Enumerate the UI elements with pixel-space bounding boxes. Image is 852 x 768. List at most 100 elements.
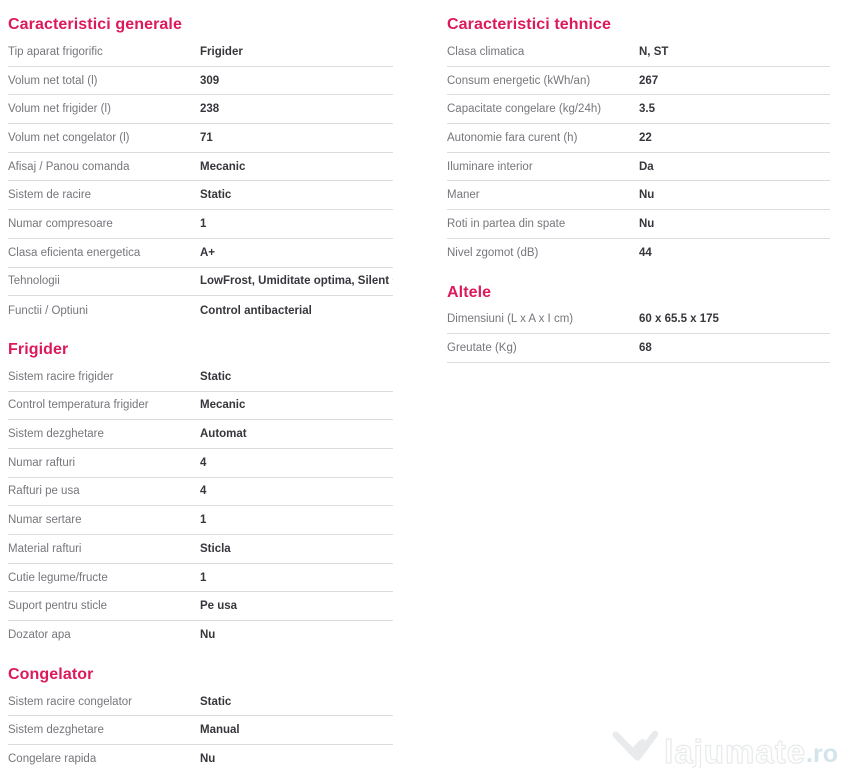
specs-column-left: Caracteristici generale Tip aparat frigo… bbox=[8, 8, 393, 768]
spec-label: Suport pentru sticle bbox=[8, 600, 108, 613]
spec-value: 1 bbox=[200, 571, 207, 584]
spec-value: Manual bbox=[200, 724, 240, 737]
spec-label: Sistem dezghetare bbox=[8, 428, 104, 441]
spec-label: Greutate (Kg) bbox=[447, 342, 517, 355]
spec-row: Afisaj / Panou comanda Mecanic bbox=[8, 153, 393, 182]
spec-row: Suport pentru sticle Pe usa bbox=[8, 592, 393, 622]
spec-row: Numar compresoare 1 bbox=[8, 210, 393, 239]
spec-label: Tehnologii bbox=[8, 275, 60, 288]
spec-row: Tip aparat frigorific Frigider bbox=[8, 38, 393, 67]
spec-label: Capacitate congelare (kg/24h) bbox=[447, 103, 602, 116]
spec-value: Nu bbox=[200, 629, 216, 642]
spec-label: Clasa eficienta energetica bbox=[8, 246, 141, 259]
spec-value: Control antibacterial bbox=[200, 304, 312, 317]
spec-label: Sistem dezghetare bbox=[8, 724, 104, 737]
section-title: Frigider bbox=[8, 340, 69, 358]
spec-label: Sistem de racire bbox=[8, 189, 92, 202]
spec-row: Numar sertare 1 bbox=[8, 506, 393, 535]
spec-section: Altele Dimensiuni (L x A x I cm) 60 x 65… bbox=[447, 283, 830, 363]
spec-row: Material rafturi Sticla bbox=[8, 535, 393, 564]
spec-value: Mecanic bbox=[200, 160, 246, 173]
spec-label: Numar rafturi bbox=[8, 456, 76, 469]
spec-value: 1 bbox=[200, 514, 207, 527]
spec-value: 68 bbox=[639, 342, 652, 355]
specs-column-right: Caracteristici tehnice Clasa climatica N… bbox=[447, 8, 830, 768]
spec-section: Congelator Sistem racire congelator Stat… bbox=[8, 665, 393, 768]
spec-row: Tehnologii LowFrost, Umiditate optima, S… bbox=[8, 268, 393, 297]
section-title: Altele bbox=[447, 283, 492, 301]
spec-label: Maner bbox=[447, 189, 480, 202]
spec-row: Volum net frigider (l) 238 bbox=[8, 95, 393, 125]
spec-value: Nu bbox=[200, 752, 216, 765]
spec-row: Volum net congelator (l) 71 bbox=[8, 124, 393, 153]
spec-label: Volum net congelator (l) bbox=[8, 131, 130, 144]
spec-row: Control temperatura frigider Mecanic bbox=[8, 392, 393, 421]
spec-value: 4 bbox=[200, 485, 207, 498]
spec-row: Capacitate congelare (kg/24h) 3.5 bbox=[447, 95, 830, 125]
section-title: Congelator bbox=[8, 665, 94, 683]
section-rows: Sistem racire frigider Static Control te… bbox=[8, 363, 393, 650]
spec-row: Roti in partea din spate Nu bbox=[447, 210, 830, 239]
spec-row: Sistem dezghetare Manual bbox=[8, 716, 393, 746]
section-rows: Sistem racire congelator Static Sistem d… bbox=[8, 688, 393, 768]
spec-value: 60 x 65.5 x 175 bbox=[639, 313, 719, 326]
section-title: Caracteristici generale bbox=[8, 16, 182, 33]
spec-row: Clasa eficienta energetica A+ bbox=[8, 239, 393, 268]
spec-value: 22 bbox=[639, 131, 652, 144]
spec-label: Autonomie fara curent (h) bbox=[447, 131, 578, 144]
spec-value: 3.5 bbox=[639, 103, 655, 116]
spec-row: Iluminare interior Da bbox=[447, 153, 830, 182]
spec-label: Dimensiuni (L x A x I cm) bbox=[447, 313, 574, 326]
spec-value: 44 bbox=[639, 247, 652, 260]
spec-label: Control temperatura frigider bbox=[8, 399, 149, 412]
spec-value: Frigider bbox=[200, 45, 243, 58]
spec-row: Rafturi pe usa 4 bbox=[8, 478, 393, 507]
spec-row: Dozator apa Nu bbox=[8, 621, 393, 650]
section-rows: Tip aparat frigorific Frigider Volum net… bbox=[8, 38, 393, 325]
spec-row: Maner Nu bbox=[447, 181, 830, 211]
spec-label: Cutie legume/fructe bbox=[8, 571, 108, 584]
spec-label: Material rafturi bbox=[8, 542, 82, 555]
spec-label: Nivel zgomot (dB) bbox=[447, 247, 539, 260]
spec-value: 267 bbox=[639, 74, 659, 87]
spec-value: 309 bbox=[200, 74, 220, 87]
spec-label: Volum net total (l) bbox=[8, 74, 98, 87]
spec-label: Numar sertare bbox=[8, 514, 82, 527]
spec-row: Clasa climatica N, ST bbox=[447, 38, 830, 67]
spec-label: Functii / Optiuni bbox=[8, 304, 88, 317]
spec-value: Da bbox=[639, 160, 654, 173]
spec-value: A+ bbox=[200, 246, 216, 259]
spec-section: Frigider Sistem racire frigider Static C… bbox=[8, 340, 393, 650]
spec-section: Caracteristici generale Tip aparat frigo… bbox=[8, 15, 393, 325]
spec-value: 238 bbox=[200, 103, 220, 116]
section-rows: Dimensiuni (L x A x I cm) 60 x 65.5 x 17… bbox=[447, 306, 830, 363]
spec-value: Static bbox=[200, 370, 232, 383]
spec-label: Roti in partea din spate bbox=[447, 217, 566, 230]
spec-label: Consum energetic (kWh/an) bbox=[447, 74, 591, 87]
spec-row: Sistem dezghetare Automat bbox=[8, 420, 393, 449]
spec-label: Rafturi pe usa bbox=[8, 485, 80, 498]
spec-row: Numar rafturi 4 bbox=[8, 449, 393, 478]
spec-row: Cutie legume/fructe 1 bbox=[8, 564, 393, 593]
spec-row: Dimensiuni (L x A x I cm) 60 x 65.5 x 17… bbox=[447, 306, 830, 335]
spec-label: Congelare rapida bbox=[8, 752, 97, 765]
spec-value: Automat bbox=[200, 428, 247, 441]
spec-label: Sistem racire congelator bbox=[8, 695, 132, 708]
spec-row: Volum net total (l) 309 bbox=[8, 67, 393, 96]
spec-value: 71 bbox=[200, 131, 213, 144]
spec-value: 1 bbox=[200, 217, 207, 230]
spec-value: Nu bbox=[639, 189, 655, 202]
spec-label: Sistem racire frigider bbox=[8, 370, 114, 383]
spec-row: Congelare rapida Nu bbox=[8, 745, 393, 768]
spec-label: Clasa climatica bbox=[447, 45, 525, 58]
spec-value: Mecanic bbox=[200, 399, 246, 412]
spec-row: Greutate (Kg) 68 bbox=[447, 334, 830, 363]
section-rows: Clasa climatica N, ST Consum energetic (… bbox=[447, 38, 830, 268]
spec-row: Consum energetic (kWh/an) 267 bbox=[447, 67, 830, 96]
spec-row: Sistem de racire Static bbox=[8, 181, 393, 211]
spec-row: Functii / Optiuni Control antibacterial bbox=[8, 296, 393, 325]
spec-row: Sistem racire congelator Static bbox=[8, 688, 393, 717]
spec-value: Nu bbox=[639, 217, 655, 230]
spec-label: Dozator apa bbox=[8, 629, 71, 642]
